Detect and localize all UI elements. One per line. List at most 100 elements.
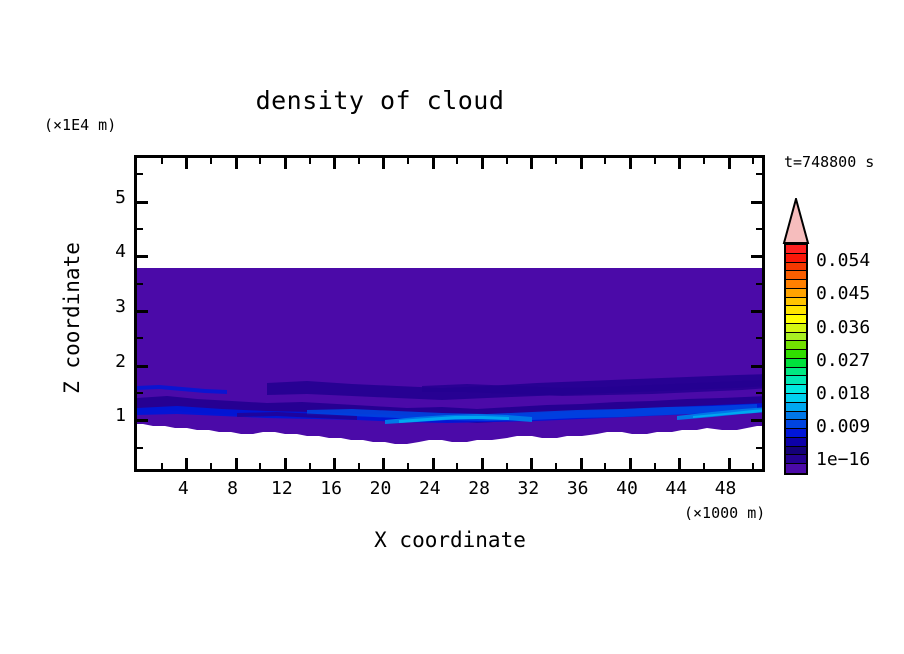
- y-tick-major: [751, 419, 762, 423]
- y-tick-minor: [137, 173, 143, 176]
- y-tick-minor: [756, 392, 762, 395]
- x-tick-label: 48: [714, 478, 737, 499]
- colorbar-band: [786, 323, 806, 333]
- x-tick-minor: [752, 463, 755, 469]
- x-tick-label: 8: [227, 478, 239, 499]
- x-tick-minor: [702, 158, 705, 164]
- x-tick-major: [579, 458, 583, 469]
- x-tick-major: [382, 458, 386, 469]
- filament-bright-core-4: [693, 409, 762, 418]
- x-axis-unit-label: (×1000 m): [684, 504, 766, 522]
- x-tick-minor: [160, 463, 163, 469]
- x-tick-major: [185, 458, 189, 469]
- filament-blue-1: [137, 403, 762, 423]
- colorbar-band: [786, 358, 806, 368]
- y-tick-major: [751, 310, 762, 314]
- colorbar-band: [786, 253, 806, 263]
- x-tick-major: [283, 158, 287, 169]
- colorbar-band: [786, 420, 806, 430]
- x-tick-label: 28: [468, 478, 490, 499]
- x-tick-major: [628, 158, 632, 169]
- y-tick-major: [137, 364, 148, 368]
- colorbar-tick-label: 0.027: [816, 349, 871, 371]
- plot-area: [134, 155, 765, 472]
- x-tick-major: [678, 158, 682, 169]
- x-tick-label: 32: [517, 478, 540, 499]
- x-tick-major: [481, 458, 485, 469]
- x-tick-minor: [604, 158, 607, 164]
- y-tick-label: 4: [115, 241, 126, 263]
- colorbar: [781, 198, 811, 476]
- x-tick-minor: [604, 463, 607, 469]
- y-tick-major: [751, 255, 762, 259]
- y-tick-major: [751, 200, 762, 204]
- colorbar-band: [786, 245, 806, 254]
- y-tick-label: 5: [115, 186, 126, 208]
- y-tick-major: [137, 255, 148, 259]
- x-tick-major: [283, 458, 287, 469]
- colorbar-tick-label: 1e−16: [816, 449, 871, 471]
- x-tick-label: 40: [616, 478, 638, 499]
- x-tick-minor: [308, 463, 311, 469]
- y-tick-label: 1: [115, 405, 126, 427]
- x-tick-major: [530, 158, 534, 169]
- colorbar-band: [786, 332, 806, 342]
- colorbar-band: [786, 376, 806, 386]
- x-tick-major: [431, 158, 435, 169]
- x-tick-label: 16: [320, 478, 343, 499]
- y-tick-minor: [756, 228, 762, 231]
- colorbar-band: [786, 411, 806, 421]
- x-tick-minor: [653, 158, 656, 164]
- x-tick-label: 24: [418, 478, 441, 499]
- x-axis-title: X coordinate: [374, 528, 526, 552]
- x-tick-major: [727, 458, 731, 469]
- y-tick-major: [137, 419, 148, 423]
- y-tick-minor: [137, 392, 143, 395]
- x-tick-major: [185, 158, 189, 169]
- x-tick-label: 20: [369, 478, 392, 499]
- x-tick-minor: [407, 158, 410, 164]
- colorbar-arrow-icon: [782, 198, 810, 244]
- colorbar-tick-label: 0.054: [816, 250, 871, 272]
- colorbar-tick-label: 0.045: [816, 283, 871, 305]
- x-tick-major: [382, 158, 386, 169]
- colorbar-band: [786, 315, 806, 324]
- x-tick-minor: [209, 158, 212, 164]
- colorbar-tick-label: 0.009: [816, 415, 871, 437]
- y-tick-minor: [756, 173, 762, 176]
- filament-bright-core-2: [399, 416, 509, 423]
- x-tick-minor: [160, 158, 163, 164]
- x-tick-major: [333, 158, 337, 169]
- colorbar-tick-label: 0.018: [816, 382, 871, 404]
- x-tick-major: [579, 158, 583, 169]
- time-annotation: t=748800 s: [784, 153, 875, 171]
- x-tick-label: 12: [271, 478, 293, 499]
- colorbar-band: [786, 350, 806, 359]
- colorbar-band: [786, 464, 806, 473]
- colorbar-bands: [784, 243, 808, 475]
- x-tick-major: [727, 158, 731, 169]
- colorbar-band: [786, 288, 806, 298]
- x-tick-minor: [357, 463, 360, 469]
- y-tick-minor: [137, 228, 143, 231]
- x-tick-label: 44: [665, 478, 688, 499]
- x-tick-major: [628, 458, 632, 469]
- x-tick-major: [481, 158, 485, 169]
- y-tick-minor: [756, 282, 762, 285]
- x-tick-label: 36: [566, 478, 589, 499]
- filament-blue-2: [307, 404, 757, 421]
- colorbar-band: [786, 341, 806, 351]
- y-tick-minor: [756, 337, 762, 340]
- filament-upper-strand-2: [422, 380, 762, 396]
- x-tick-minor: [407, 463, 410, 469]
- colorbar-band: [786, 455, 806, 465]
- x-tick-minor: [259, 463, 262, 469]
- colorbar-band: [786, 280, 806, 289]
- colorbar-band: [786, 437, 806, 447]
- x-tick-minor: [653, 463, 656, 469]
- colorbar-tick-label: 0.036: [816, 316, 871, 338]
- x-tick-major: [234, 158, 238, 169]
- x-tick-minor: [505, 158, 508, 164]
- x-tick-minor: [357, 158, 360, 164]
